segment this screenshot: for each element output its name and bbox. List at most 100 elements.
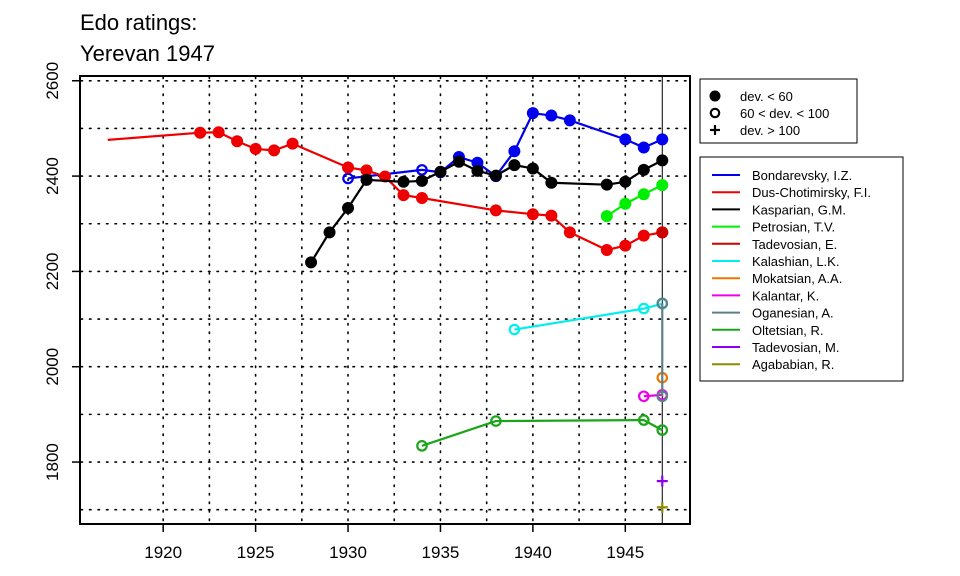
- series-1: [107, 126, 669, 256]
- data-point: [545, 209, 558, 222]
- series-legend-label: Tadevosian, E.: [752, 237, 837, 252]
- data-point: [397, 175, 410, 188]
- data-point: [656, 133, 669, 146]
- series-line: [606, 184, 663, 218]
- marker-legend-symbol: [710, 125, 720, 135]
- x-tick-label: 1925: [237, 543, 275, 562]
- marker-legend-label: dev. < 60: [740, 89, 793, 104]
- data-point: [600, 178, 613, 191]
- y-axis: 1800 2000 2200 2400 2600: [43, 62, 80, 481]
- series-legend-label: Mokatsian, A.A.: [752, 271, 842, 286]
- data-point: [656, 179, 669, 192]
- marker-legend-symbol: [709, 107, 721, 119]
- data-point: [637, 163, 650, 176]
- data-point: [489, 169, 502, 182]
- chart-title-line-2: Yerevan 1947: [80, 41, 215, 66]
- data-point: [416, 164, 428, 176]
- x-axis: 1920 1925 1930 1935 1940 1945: [144, 523, 644, 562]
- data-point: [212, 126, 225, 139]
- series-9: [416, 414, 669, 452]
- series-legend-label: Bondarevsky, I.Z.: [752, 168, 852, 183]
- chart-title-line-1: Edo ratings:: [80, 10, 197, 35]
- data-point: [342, 161, 355, 174]
- data-point: [637, 414, 650, 426]
- series-11: [656, 501, 668, 513]
- data-point: [416, 440, 428, 452]
- data-point: [508, 159, 521, 172]
- data-point: [656, 297, 669, 310]
- x-tick-label: 1930: [329, 543, 367, 562]
- data-point: [619, 197, 632, 210]
- marker-legend-symbol: [709, 90, 721, 102]
- data-point: [471, 164, 484, 177]
- data-point: [415, 192, 428, 205]
- data-point: [600, 243, 613, 256]
- data-point: [286, 137, 299, 150]
- data-point: [619, 175, 632, 188]
- data-point: [619, 133, 632, 146]
- series-legend-box: [699, 156, 904, 382]
- data-point: [342, 172, 354, 185]
- x-tick-label: 1940: [514, 543, 552, 562]
- y-tick-label: 2600: [43, 62, 62, 100]
- series-legend-label: Kalashian, L.K.: [752, 254, 839, 269]
- data-point: [656, 226, 669, 239]
- data-point: [656, 424, 669, 436]
- data-point: [342, 202, 355, 215]
- series-legend-label: Petrosian, T.V.: [752, 220, 835, 235]
- series-legend-label: Agababian, R.: [752, 357, 834, 372]
- y-tick-label: 1800: [43, 443, 62, 481]
- data-point: [194, 126, 207, 139]
- data-point: [637, 188, 650, 201]
- data-point: [452, 155, 465, 168]
- series-legend-label: Dus-Chotimirsky, F.I.: [752, 185, 871, 200]
- series-legend-label: Oltetsian, R.: [752, 323, 824, 338]
- data-point: [268, 144, 281, 157]
- data-point: [545, 109, 558, 122]
- x-tick-label: 1945: [606, 543, 644, 562]
- marker-legend-label: dev. > 100: [740, 123, 800, 138]
- data-point: [305, 256, 318, 269]
- data-point: [600, 210, 613, 223]
- series-legend: Bondarevsky, I.Z. Dus-Chotimirsky, F.I. Ka…: [699, 156, 904, 382]
- data-point: [508, 145, 521, 158]
- series-line: [643, 393, 663, 398]
- series-10: [656, 475, 668, 487]
- data-point: [656, 475, 668, 487]
- data-point: [508, 323, 521, 336]
- series-4: [656, 226, 669, 239]
- data-point: [656, 390, 669, 403]
- data-point: [656, 154, 669, 167]
- series-legend-label: Oganesian, A.: [752, 306, 834, 321]
- data-point: [619, 239, 632, 252]
- data-point: [379, 170, 391, 183]
- series-line: [421, 419, 663, 447]
- data-point: [526, 162, 539, 175]
- series-2: [305, 154, 669, 269]
- data-point: [489, 204, 502, 217]
- data-point: [415, 174, 428, 187]
- data-point: [434, 165, 447, 178]
- series-lines: [107, 107, 669, 513]
- data-point: [656, 501, 668, 513]
- data-point: [526, 208, 539, 221]
- series-legend-label: Kasparian, G.M.: [752, 202, 846, 217]
- data-point: [637, 229, 650, 242]
- data-point: [360, 173, 373, 186]
- series-line: [514, 302, 663, 331]
- series-legend-label: Tadevosian, M.: [752, 340, 839, 355]
- data-point: [249, 142, 262, 155]
- grid: [80, 76, 690, 524]
- y-tick-label: 2400: [43, 157, 62, 195]
- data-point: [637, 302, 650, 315]
- data-point: [545, 176, 558, 189]
- x-tick-label: 1920: [144, 543, 182, 562]
- marker-legend: dev. < 60 60 < dev. < 100 dev. > 100: [699, 78, 858, 144]
- data-point: [231, 135, 244, 148]
- data-point: [563, 114, 576, 127]
- series-line: [347, 112, 663, 180]
- data-point: [397, 189, 410, 202]
- plot-frame: [79, 75, 691, 525]
- marker-legend-box: [699, 78, 858, 144]
